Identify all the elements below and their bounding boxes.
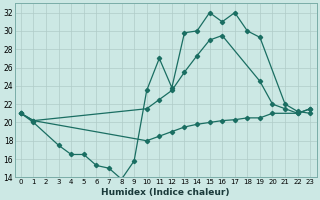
X-axis label: Humidex (Indice chaleur): Humidex (Indice chaleur) (101, 188, 230, 197)
